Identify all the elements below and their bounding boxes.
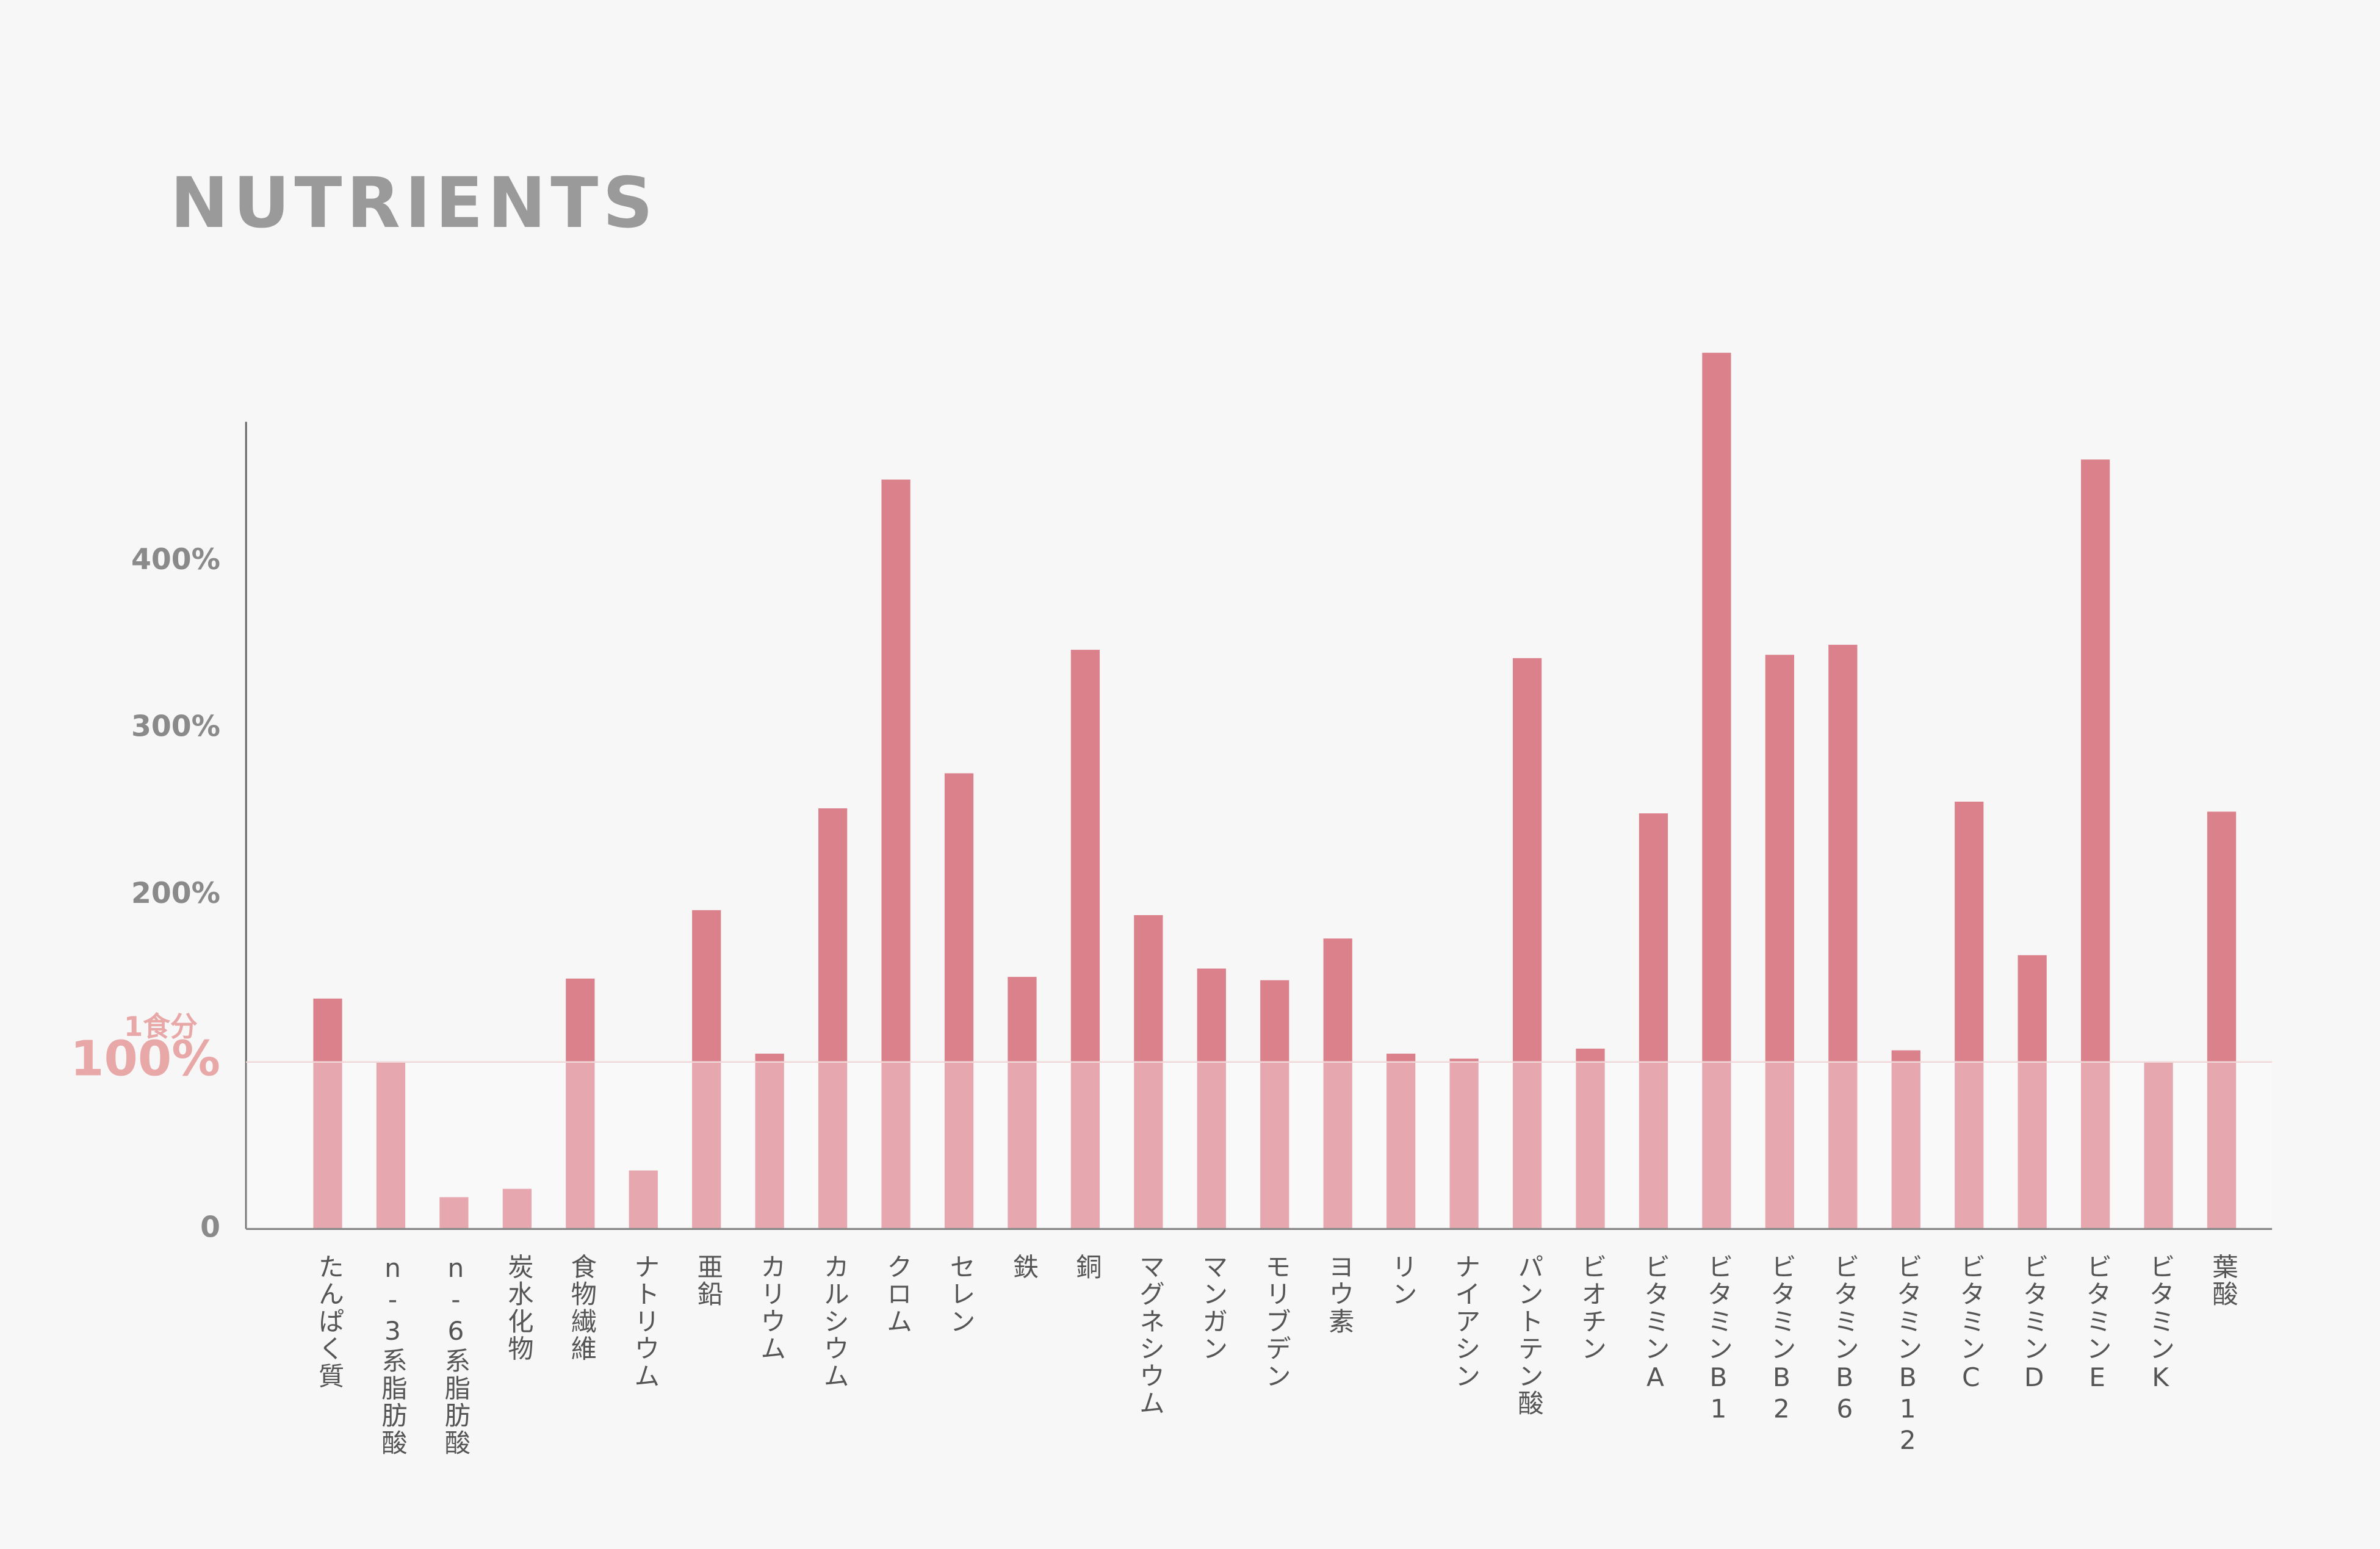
x-tick-label: ヨウ素 <box>1325 1253 1355 1335</box>
x-tick-label: パントテン酸 <box>1514 1253 1544 1417</box>
x-tick-label: マンガン <box>1199 1253 1228 1362</box>
x-tick-label: 鉄 <box>1009 1253 1039 1281</box>
x-tick-label: 炭水化物 <box>504 1253 534 1362</box>
bars <box>313 353 2237 1229</box>
bar <box>313 998 342 1229</box>
x-tick-label: カリウム <box>757 1253 787 1362</box>
bar <box>2144 1062 2173 1229</box>
x-tick-label: ビタミンC <box>1956 1253 1986 1394</box>
bar <box>1702 353 1731 1229</box>
x-tick-label: ビタミンB1 <box>1703 1253 1733 1425</box>
x-tick-label: リン <box>1388 1253 1418 1308</box>
x-tick-label: n-6系脂肪酸 <box>441 1253 471 1457</box>
bar <box>1387 1054 1416 1229</box>
x-tick-label: ナイアシン <box>1451 1253 1481 1390</box>
bar <box>692 910 721 1229</box>
x-tick-label: n-3系脂肪酸 <box>378 1253 408 1457</box>
y-tick-label: 200% <box>131 877 220 910</box>
x-tick-label: ビタミンE <box>2082 1253 2112 1394</box>
x-tick-label: 銅 <box>1072 1253 1102 1281</box>
bar <box>2207 811 2237 1229</box>
x-tick-label: ビタミンD <box>2019 1253 2049 1394</box>
bar <box>755 1054 784 1229</box>
bar <box>1891 1050 1920 1229</box>
x-tick-label: マグネシウム <box>1135 1253 1165 1417</box>
bar <box>2080 459 2110 1229</box>
x-tick-label: セレン <box>946 1253 976 1335</box>
x-tick-label: ビタミンA <box>1640 1253 1670 1394</box>
x-tick-label: ビタミンK <box>2146 1253 2176 1394</box>
x-tick-label: カルシウム <box>820 1253 849 1390</box>
y-tick-label: 300% <box>131 710 220 744</box>
bar <box>566 978 595 1229</box>
bar <box>2018 955 2047 1229</box>
x-tick-label: モリブデン <box>1261 1253 1291 1390</box>
bar <box>1449 1058 1479 1229</box>
bar <box>1134 915 1163 1229</box>
x-tick-label: 亜鉛 <box>693 1253 723 1308</box>
x-tick-label: 葉酸 <box>2209 1253 2238 1308</box>
x-tick-label: クロム <box>883 1253 913 1335</box>
bar <box>1070 650 1100 1229</box>
x-tick-label: 食物繊維 <box>567 1253 597 1362</box>
x-tick-label: ビタミンB12 <box>1893 1253 1923 1457</box>
x-tick-label: ビタミンB6 <box>1830 1253 1859 1425</box>
x-tick-label: ビタミンB2 <box>1767 1253 1797 1425</box>
bar <box>629 1170 658 1229</box>
annotation: 1食分 <box>124 1010 198 1043</box>
bar <box>881 480 911 1229</box>
y-tick-label: 0 <box>200 1210 220 1244</box>
bar <box>1512 658 1542 1229</box>
bar <box>818 808 848 1229</box>
bar <box>376 1062 406 1229</box>
bar <box>1955 802 1984 1229</box>
bar <box>1008 977 1037 1229</box>
bar <box>1639 813 1668 1229</box>
bar <box>1828 644 1858 1229</box>
bar <box>1260 980 1289 1229</box>
reference-band <box>246 1062 2273 1229</box>
x-tick-label: ナトリウム <box>630 1253 660 1390</box>
x-tick-label: たんぱく質 <box>315 1253 345 1390</box>
bar <box>1765 655 1794 1229</box>
bar <box>1197 968 1226 1229</box>
bar <box>944 773 974 1229</box>
bar <box>1323 938 1352 1229</box>
y-tick-label: 100% <box>70 1030 220 1087</box>
bar <box>502 1188 532 1229</box>
chart-title: NUTRIENTS <box>170 162 658 243</box>
x-tick-label: ビオチン <box>1578 1253 1607 1362</box>
bar <box>439 1197 469 1229</box>
y-tick-label: 400% <box>131 543 220 577</box>
bar <box>1576 1048 1605 1229</box>
